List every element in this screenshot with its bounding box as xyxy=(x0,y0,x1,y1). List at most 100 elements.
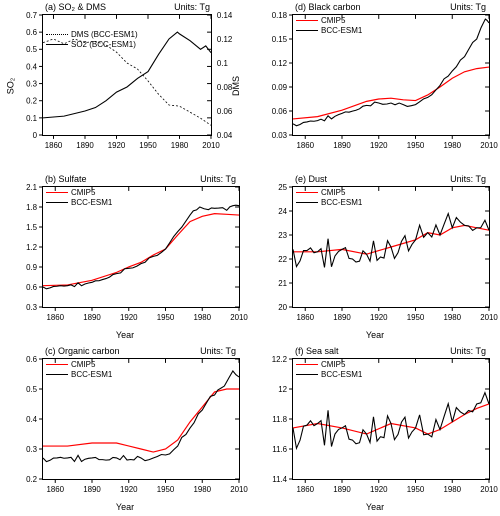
svg-text:1890: 1890 xyxy=(83,313,101,322)
svg-text:1980: 1980 xyxy=(193,485,211,494)
svg-text:0.7: 0.7 xyxy=(26,11,37,20)
svg-text:0.15: 0.15 xyxy=(272,35,288,44)
svg-text:22: 22 xyxy=(278,255,287,264)
svg-text:0.06: 0.06 xyxy=(272,107,288,116)
svg-text:0.14: 0.14 xyxy=(217,11,233,20)
x-axis-label: Year xyxy=(366,502,384,512)
svg-text:0.09: 0.09 xyxy=(272,83,287,92)
svg-text:1980: 1980 xyxy=(171,141,189,150)
svg-text:1980: 1980 xyxy=(193,313,211,322)
svg-text:1860: 1860 xyxy=(46,313,64,322)
units-label: Units: Tg xyxy=(174,2,210,12)
svg-text:12.2: 12.2 xyxy=(272,355,287,364)
panel-title: (a) SO₂ & DMS xyxy=(45,2,106,12)
svg-text:2010: 2010 xyxy=(480,485,498,494)
svg-text:1.2: 1.2 xyxy=(26,243,37,252)
svg-text:1.5: 1.5 xyxy=(26,223,38,232)
svg-text:0.08: 0.08 xyxy=(217,83,233,92)
svg-text:0.2: 0.2 xyxy=(26,97,37,106)
svg-text:1980: 1980 xyxy=(443,485,461,494)
svg-text:0.1: 0.1 xyxy=(26,114,37,123)
svg-text:1890: 1890 xyxy=(333,313,351,322)
units-label: Units: Tg xyxy=(200,174,236,184)
units-label: Units: Tg xyxy=(200,346,236,356)
svg-text:1.8: 1.8 xyxy=(26,203,38,212)
panel-title: (d) Black carbon xyxy=(295,2,361,12)
svg-text:1890: 1890 xyxy=(333,141,351,150)
svg-text:0.6: 0.6 xyxy=(26,355,38,364)
svg-text:1920: 1920 xyxy=(120,313,138,322)
svg-text:1950: 1950 xyxy=(407,313,425,322)
x-axis-label: Year xyxy=(366,330,384,340)
panel-b: (b) Sulfate Units: Tg Year 0.3 0.6 0.9 1.2 1… xyxy=(0,172,250,344)
svg-text:0.1: 0.1 xyxy=(217,59,228,68)
panel-e: (e) Dust Units: Tg Year 2021222324251860… xyxy=(250,172,500,344)
svg-text:0: 0 xyxy=(33,131,38,140)
legend: DMS (BCC-ESM1)SO2 (BCC-ESM1) xyxy=(46,30,138,50)
svg-text:0.12: 0.12 xyxy=(217,35,232,44)
chart-grid: (a) SO₂ & DMS Units: Tg SO₂ DMS 00.10.20… xyxy=(0,0,500,516)
svg-text:0.2: 0.2 xyxy=(26,475,37,484)
svg-text:0.6: 0.6 xyxy=(26,283,38,292)
legend: CMIP5BCC-ESM1 xyxy=(296,16,362,36)
svg-text:1950: 1950 xyxy=(139,141,157,150)
panel-title: (c) Organic carbon xyxy=(45,346,120,356)
svg-text:1890: 1890 xyxy=(83,485,101,494)
legend: CMIP5BCC-ESM1 xyxy=(296,188,362,208)
svg-text:1860: 1860 xyxy=(45,141,63,150)
legend: CMIP5BCC-ESM1 xyxy=(46,360,112,380)
panel-d: (d) Black carbon Units: Tg 0.030.060.090… xyxy=(250,0,500,172)
legend: CMIP5BCC-ESM1 xyxy=(296,360,362,380)
panel-c: (c) Organic carbon Units: Tg Year 0.20.3… xyxy=(0,344,250,516)
svg-text:21: 21 xyxy=(278,279,287,288)
svg-text:0.12: 0.12 xyxy=(272,59,287,68)
svg-text:2.1: 2.1 xyxy=(26,183,37,192)
svg-text:2010: 2010 xyxy=(230,313,248,322)
svg-text:0.4: 0.4 xyxy=(26,62,38,71)
svg-text:1860: 1860 xyxy=(296,313,314,322)
svg-text:0.3: 0.3 xyxy=(26,303,38,312)
panel-title: (b) Sulfate xyxy=(45,174,87,184)
svg-text:0.04: 0.04 xyxy=(217,131,233,140)
svg-text:25: 25 xyxy=(278,183,287,192)
panel-title: (f) Sea salt xyxy=(295,346,339,356)
svg-text:0.5: 0.5 xyxy=(26,385,38,394)
svg-text:20: 20 xyxy=(278,303,287,312)
svg-text:1950: 1950 xyxy=(407,485,425,494)
panel-a: (a) SO₂ & DMS Units: Tg SO₂ DMS 00.10.20… xyxy=(0,0,250,172)
units-label: Units: Tg xyxy=(450,346,486,356)
svg-text:2010: 2010 xyxy=(202,141,220,150)
svg-text:1860: 1860 xyxy=(296,141,314,150)
svg-text:1950: 1950 xyxy=(407,141,425,150)
svg-text:2010: 2010 xyxy=(230,485,248,494)
svg-text:1890: 1890 xyxy=(333,485,351,494)
svg-text:12: 12 xyxy=(278,385,287,394)
svg-text:1920: 1920 xyxy=(370,313,388,322)
x-axis-label: Year xyxy=(116,330,134,340)
x-axis-label: Year xyxy=(116,502,134,512)
svg-text:24: 24 xyxy=(278,207,287,216)
svg-text:1920: 1920 xyxy=(370,485,388,494)
svg-text:0.5: 0.5 xyxy=(26,45,38,54)
units-label: Units: Tg xyxy=(450,174,486,184)
svg-text:2010: 2010 xyxy=(480,313,498,322)
y-axis-label: SO₂ xyxy=(5,78,15,95)
svg-text:1980: 1980 xyxy=(443,313,461,322)
svg-text:1950: 1950 xyxy=(157,313,175,322)
legend: CMIP5BCC-ESM1 xyxy=(46,188,112,208)
svg-text:1950: 1950 xyxy=(157,485,175,494)
svg-text:0.9: 0.9 xyxy=(26,263,37,272)
svg-text:0.06: 0.06 xyxy=(217,107,233,116)
svg-text:1860: 1860 xyxy=(296,485,314,494)
svg-text:23: 23 xyxy=(278,231,287,240)
panel-f: (f) Sea salt Units: Tg Year 11.411.611.8… xyxy=(250,344,500,516)
svg-text:11.6: 11.6 xyxy=(272,445,287,454)
svg-text:0.6: 0.6 xyxy=(26,28,38,37)
svg-text:11.8: 11.8 xyxy=(272,415,287,424)
svg-text:1980: 1980 xyxy=(443,141,461,150)
svg-text:1890: 1890 xyxy=(76,141,94,150)
svg-text:1920: 1920 xyxy=(370,141,388,150)
svg-text:1920: 1920 xyxy=(108,141,126,150)
svg-text:0.18: 0.18 xyxy=(272,11,288,20)
svg-text:0.3: 0.3 xyxy=(26,80,38,89)
